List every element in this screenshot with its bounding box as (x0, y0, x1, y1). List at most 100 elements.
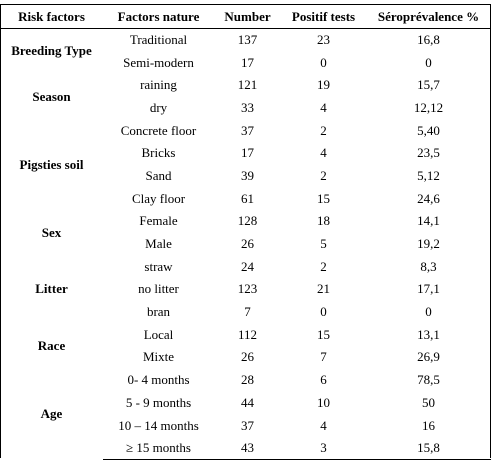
positive-tests-cell: 4 (320, 99, 327, 115)
positive-tests-cell: 0 (320, 54, 327, 70)
number-cell: 17 (241, 54, 254, 70)
seroprevalence-cell: 5,12 (417, 167, 440, 183)
positive-tests-cell: 19 (317, 77, 330, 93)
table-row: Litter straw 24 2 8,3 (0, 255, 491, 297)
factor-nature-cell: Male (145, 236, 172, 252)
positive-tests-cell: 18 (317, 213, 330, 229)
positive-tests-cell: 15 (317, 326, 330, 342)
factor-nature-cell: ≥ 15 months (103, 436, 214, 461)
table-header: Risk factors Factors nature Number Posit… (0, 4, 491, 29)
seroprevalence-cell: 5,40 (417, 122, 440, 138)
factor-nature-cell: 5 - 9 months (125, 394, 192, 410)
factor-nature-cell: Semi-modern (123, 54, 194, 70)
positive-tests-cell: 7 (320, 349, 327, 365)
factor-nature-cell: no litter (138, 281, 179, 297)
seroprevalence-cell: 16,8 (417, 32, 440, 48)
positive-tests-cell: 21 (317, 281, 330, 297)
factor-nature-cell: bran (146, 304, 171, 320)
number-cell: 128 (237, 213, 258, 229)
factor-nature-cell: Concrete floor (120, 122, 197, 138)
factor-nature-cell: 0- 4 months (127, 372, 190, 388)
header-seroprevalence: Séroprévalence % (366, 4, 491, 29)
table-row: Age 0- 4 months 28 6 78,5 (0, 369, 491, 421)
positive-tests-cell: 4 (320, 145, 327, 161)
table-row: Mixte 26 7 26,9 (0, 346, 491, 369)
factor-nature-cell: raining (140, 77, 177, 93)
risk-factor-group: Race (37, 338, 66, 354)
number-cell: 28 (241, 372, 254, 388)
factor-nature-cell: Female (139, 213, 178, 229)
seroprevalence-cell: 0 (425, 304, 432, 320)
table-row: 5 - 9 months 44 10 50 (0, 392, 491, 415)
seroprevalence-cell: 16 (422, 417, 435, 433)
header-row: Risk factors Factors nature Number Posit… (0, 4, 491, 29)
table-row: bran 7 0 0 (0, 301, 491, 324)
table-row: Season raining 121 19 15,7 (0, 74, 491, 103)
positive-tests-cell: 2 (320, 122, 327, 138)
factor-nature-cell: Clay floor (131, 190, 186, 206)
factor-nature-cell: 10 – 14 months (118, 417, 199, 433)
number-cell: 17 (241, 145, 254, 161)
table-row: dry 33 4 12,12 (0, 97, 491, 120)
table-row: ≥ 15 months 43 3 15,8 (0, 436, 491, 461)
positive-tests-cell: 15 (317, 190, 330, 206)
number-cell: 24 (241, 258, 254, 274)
seroprevalence-cell: 15,7 (417, 77, 440, 93)
seroprevalence-cell: 50 (422, 394, 435, 410)
factor-nature-cell: Local (143, 326, 174, 342)
number-cell: 112 (237, 326, 258, 342)
table-row: Semi-modern 17 0 0 (0, 51, 491, 74)
table-row: no litter 123 21 17,1 (0, 278, 491, 301)
seroprevalence-cell: 78,5 (417, 372, 440, 388)
positive-tests-cell: 6 (320, 372, 327, 388)
positive-tests-cell: 2 (320, 167, 327, 183)
risk-factors-table: Risk factors Factors nature Number Posit… (0, 4, 491, 461)
number-cell: 43 (214, 436, 281, 461)
seroprevalence-cell: 17,1 (417, 281, 440, 297)
number-cell: 121 (237, 77, 258, 93)
positive-tests-cell: 10 (317, 394, 330, 410)
factor-nature-cell: Traditional (129, 32, 188, 48)
table-row: Sand 39 2 5,12 (0, 165, 491, 188)
factor-nature-cell: dry (149, 99, 168, 115)
number-cell: 137 (237, 32, 258, 48)
table-row: Race Local 112 15 13,1 (0, 323, 491, 353)
number-cell: 7 (244, 304, 251, 320)
table-row: Bricks 17 4 23,5 (0, 142, 491, 165)
number-cell: 61 (241, 190, 254, 206)
risk-factor-group: Age (40, 406, 63, 422)
risk-factor-group: Season (32, 88, 71, 104)
risk-factor-group: Litter (35, 281, 68, 297)
risk-factor-group: Breeding Type (11, 43, 92, 59)
number-cell: 44 (241, 394, 254, 410)
number-cell: 39 (241, 167, 254, 183)
risk-factor-group: Pigsties soil (19, 156, 84, 172)
table-row: 10 – 14 months 37 4 16 (0, 414, 491, 437)
factor-nature-cell: Sand (145, 167, 172, 183)
table-row: Breeding Type Traditional 137 23 16,8 (0, 29, 491, 58)
table-row: Clay floor 61 15 24,6 (0, 187, 491, 210)
number-cell: 123 (237, 281, 258, 297)
positive-tests-cell: 2 (320, 258, 327, 274)
positive-tests-cell: 0 (320, 304, 327, 320)
seroprevalence-cell: 8,3 (420, 258, 437, 274)
risk-factor-group: Sex (41, 224, 62, 240)
factor-nature-cell: Mixte (142, 349, 175, 365)
number-cell: 37 (241, 122, 254, 138)
factor-nature-cell: Bricks (141, 145, 176, 161)
table-row: Male 26 5 19,2 (0, 233, 491, 256)
seroprevalence-cell: 19,2 (417, 236, 440, 252)
seroprevalence-cell: 24,6 (417, 190, 440, 206)
number-cell: 26 (241, 236, 254, 252)
positive-tests-cell: 3 (281, 436, 366, 461)
number-cell: 37 (241, 417, 254, 433)
number-cell: 33 (241, 99, 254, 115)
seroprevalence-cell: 23,5 (417, 145, 440, 161)
positive-tests-cell: 5 (320, 236, 327, 252)
header-factors-nature: Factors nature (103, 4, 214, 29)
seroprevalence-cell: 26,9 (417, 349, 440, 365)
header-number: Number (214, 4, 281, 29)
seroprevalence-cell: 14,1 (417, 213, 440, 229)
positive-tests-cell: 4 (320, 417, 327, 433)
